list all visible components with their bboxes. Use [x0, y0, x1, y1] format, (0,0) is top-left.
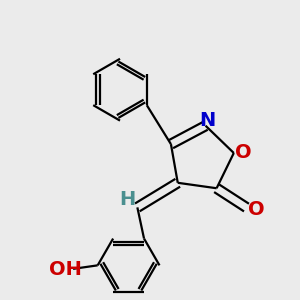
Text: N: N [199, 111, 215, 130]
Text: OH: OH [49, 260, 82, 279]
Text: O: O [235, 143, 252, 162]
Text: O: O [248, 200, 265, 219]
Text: H: H [119, 190, 136, 209]
